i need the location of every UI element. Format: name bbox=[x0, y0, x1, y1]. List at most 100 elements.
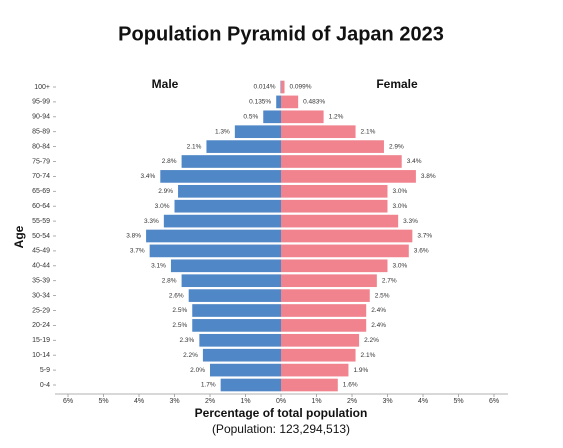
y-axis-label: Age bbox=[12, 225, 26, 248]
female-bar bbox=[281, 140, 384, 153]
x-tick-label: 0% bbox=[276, 398, 286, 405]
y-tick-label: 20-24 bbox=[32, 322, 50, 329]
value-label: 2.2% bbox=[364, 337, 379, 344]
value-label: 2.1% bbox=[361, 352, 376, 359]
y-tick-label: 50-54 bbox=[32, 233, 50, 240]
x-axis-label: Percentage of total population bbox=[195, 406, 368, 420]
y-tick-label: 95-99 bbox=[32, 99, 50, 106]
y-tick-label: 60-64 bbox=[32, 203, 50, 210]
value-label: 2.3% bbox=[180, 337, 195, 344]
y-tick-label: 45-49 bbox=[32, 248, 50, 255]
value-label: 2.5% bbox=[375, 292, 390, 299]
y-tick-label: 40-44 bbox=[32, 263, 50, 270]
female-bar bbox=[281, 363, 349, 377]
x-tick-label: 4% bbox=[418, 398, 428, 405]
value-label: 2.6% bbox=[169, 292, 184, 299]
value-label: 2.9% bbox=[389, 143, 404, 150]
y-tick-label: 35-39 bbox=[32, 278, 50, 285]
value-label: 3.8% bbox=[421, 173, 436, 180]
female-bar bbox=[281, 319, 367, 332]
female-bar bbox=[281, 378, 338, 392]
female-bar bbox=[281, 333, 360, 347]
value-label: 3.3% bbox=[144, 218, 159, 225]
male-bar bbox=[160, 170, 281, 183]
y-tick-label: 90-94 bbox=[32, 114, 50, 121]
value-label: 0.099% bbox=[290, 84, 312, 91]
female-bar bbox=[281, 289, 370, 302]
x-tick-label: 2% bbox=[205, 398, 215, 405]
value-label: 2.5% bbox=[172, 322, 187, 329]
value-label: 3.0% bbox=[393, 188, 408, 195]
value-label: 3.7% bbox=[130, 248, 145, 255]
y-tick-label: 30-34 bbox=[32, 292, 50, 299]
x-tick-label: 6% bbox=[63, 398, 73, 405]
value-label: 1.7% bbox=[201, 382, 216, 389]
x-tick-label: 1% bbox=[240, 398, 250, 405]
female-bar bbox=[281, 259, 388, 273]
value-label: 2.1% bbox=[187, 143, 202, 150]
value-label: 3.0% bbox=[393, 263, 408, 270]
value-label: 0.5% bbox=[243, 114, 258, 121]
legend-male: Male bbox=[152, 77, 179, 91]
female-bar bbox=[281, 170, 416, 183]
male-bar bbox=[149, 244, 281, 258]
value-label: 3.4% bbox=[140, 173, 155, 180]
male-bar bbox=[146, 229, 281, 243]
y-tick-label: 80-84 bbox=[32, 143, 50, 150]
y-tick-label: 75-79 bbox=[32, 158, 50, 165]
male-bar bbox=[210, 363, 281, 377]
female-bar bbox=[281, 80, 285, 94]
x-tick-label: 2% bbox=[347, 398, 357, 405]
male-bar bbox=[181, 274, 281, 288]
y-tick-label: 100+ bbox=[34, 84, 50, 91]
value-label: 2.4% bbox=[371, 307, 386, 314]
female-bar bbox=[281, 199, 388, 213]
female-bar bbox=[281, 184, 388, 198]
male-bar bbox=[234, 125, 281, 139]
value-label: 1.6% bbox=[343, 382, 358, 389]
female-bar bbox=[281, 348, 356, 362]
value-label: 3.1% bbox=[151, 263, 166, 270]
y-tick-label: 5-9 bbox=[40, 367, 50, 374]
value-label: 3.7% bbox=[417, 233, 432, 240]
male-bar bbox=[174, 199, 281, 213]
y-tick-label: 55-59 bbox=[32, 218, 50, 225]
legend-female: Female bbox=[376, 77, 418, 91]
value-label: 2.4% bbox=[371, 322, 386, 329]
subtitle: (Population: 123,294,513) bbox=[212, 422, 350, 436]
x-tick-label: 6% bbox=[489, 398, 499, 405]
male-bar bbox=[192, 319, 281, 332]
value-label: 3.8% bbox=[126, 233, 141, 240]
female-bar bbox=[281, 274, 377, 288]
value-label: 2.0% bbox=[190, 367, 205, 374]
male-bar bbox=[170, 259, 281, 273]
y-tick-label: 25-29 bbox=[32, 307, 50, 314]
male-bar bbox=[163, 214, 281, 228]
x-tick-label: 3% bbox=[382, 398, 392, 405]
value-label: 3.3% bbox=[403, 218, 418, 225]
y-tick-label: 0-4 bbox=[40, 382, 50, 389]
female-bar bbox=[281, 110, 324, 124]
female-bar bbox=[281, 155, 402, 168]
female-bar bbox=[281, 125, 356, 139]
female-bar bbox=[281, 214, 399, 228]
value-label: 3.6% bbox=[414, 248, 429, 255]
value-label: 3.4% bbox=[407, 158, 422, 165]
value-label: 1.2% bbox=[329, 114, 344, 121]
male-bar bbox=[178, 184, 281, 198]
y-tick-label: 85-89 bbox=[32, 129, 50, 136]
value-label: 0.483% bbox=[303, 99, 325, 106]
male-bar bbox=[206, 140, 281, 153]
female-bar bbox=[281, 244, 409, 258]
y-tick-label: 65-69 bbox=[32, 188, 50, 195]
x-tick-label: 4% bbox=[134, 398, 144, 405]
value-label: 2.1% bbox=[361, 128, 376, 135]
x-tick-label: 3% bbox=[169, 398, 179, 405]
male-bar bbox=[276, 95, 281, 109]
male-bar bbox=[188, 289, 281, 302]
value-label: 2.2% bbox=[183, 352, 198, 359]
x-tick-label: 1% bbox=[311, 398, 321, 405]
value-label: 2.7% bbox=[382, 277, 397, 284]
value-label: 3.0% bbox=[393, 203, 408, 210]
